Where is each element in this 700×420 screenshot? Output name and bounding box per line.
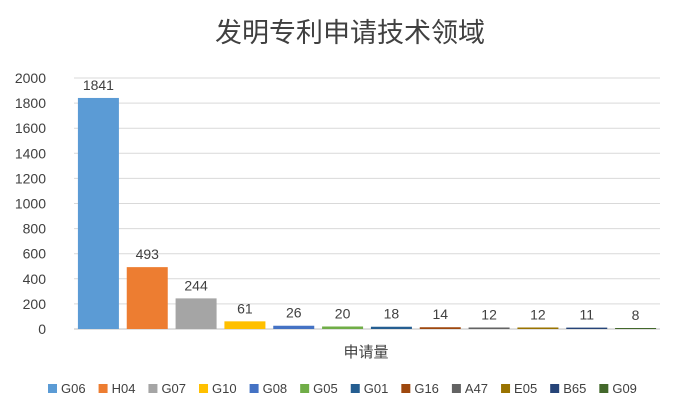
y-tick-label: 1600 — [15, 120, 46, 136]
legend-swatch-G07 — [148, 384, 158, 393]
data-label-G01: 18 — [384, 306, 400, 322]
x-axis-label: 申请量 — [343, 343, 388, 361]
gridlines — [74, 77, 660, 330]
y-tick-label: 200 — [23, 296, 47, 312]
data-label-G05: 20 — [335, 305, 351, 321]
y-tick-label: 1400 — [15, 145, 46, 161]
bar-G08 — [273, 325, 315, 329]
bar-B65 — [566, 327, 608, 329]
legend-label-G10: G10 — [212, 381, 237, 396]
bar-E05 — [517, 327, 559, 329]
data-label-G07: 244 — [184, 277, 208, 293]
legend-swatch-B65 — [550, 384, 560, 393]
y-tick-label: 2000 — [15, 70, 46, 86]
legend: G06 H04 G07 G10 G08 G05 G01 G16 A47 E05 B65 G09 — [48, 381, 637, 396]
bar-G10 — [224, 321, 266, 329]
y-tick-label: 0 — [38, 321, 46, 337]
data-label-A47: 12 — [481, 306, 497, 322]
bar-G05 — [322, 326, 364, 329]
data-label-H04: 493 — [136, 246, 160, 262]
data-labels: 1841 493 244 61 26 20 18 14 12 12 11 8 — [83, 77, 640, 323]
y-tick-label: 800 — [23, 221, 47, 237]
y-tick-label: 1800 — [15, 95, 46, 111]
bar-G09 — [615, 327, 657, 329]
legend-label-G06: G06 — [61, 381, 86, 396]
y-tick-label: 600 — [23, 246, 47, 262]
data-label-G06: 1841 — [83, 77, 114, 93]
data-label-G09: 8 — [632, 307, 640, 323]
legend-label-G08: G08 — [263, 381, 288, 396]
legend-swatch-G05 — [300, 384, 310, 393]
legend-swatch-G01 — [350, 384, 360, 393]
bar-A47 — [468, 327, 510, 329]
data-label-E05: 12 — [530, 306, 546, 322]
data-label-G10: 61 — [237, 300, 253, 316]
bar-G01 — [370, 326, 412, 329]
legend-label-G16: G16 — [414, 381, 439, 396]
bar-G06 — [77, 97, 119, 329]
legend-swatch-E05 — [501, 384, 511, 393]
legend-swatch-G09 — [599, 384, 609, 393]
y-axis-ticks: 0 200 400 600 800 1000 1200 1400 1600 1800 2000 — [15, 70, 46, 337]
legend-label-G07: G07 — [161, 381, 186, 396]
legend-swatch-G10 — [199, 384, 209, 393]
bars — [77, 97, 657, 329]
y-tick-label: 1200 — [15, 170, 46, 186]
legend-label-A47: A47 — [465, 381, 488, 396]
bar-H04 — [126, 267, 168, 329]
legend-label-E05: E05 — [514, 381, 537, 396]
legend-swatch-A47 — [451, 384, 461, 393]
chart-title: 发明专利申请技术领域 — [215, 18, 485, 49]
legend-label-G01: G01 — [364, 381, 389, 396]
legend-label-G05: G05 — [313, 381, 338, 396]
bar-G16 — [419, 327, 461, 329]
data-label-G08: 26 — [286, 305, 302, 321]
data-label-G16: 14 — [432, 306, 448, 322]
legend-label-G09: G09 — [612, 381, 637, 396]
legend-label-B65: B65 — [563, 381, 586, 396]
y-tick-label: 400 — [23, 271, 47, 287]
bar-G07 — [175, 298, 217, 329]
data-label-B65: 11 — [579, 307, 594, 323]
legend-swatch-G08 — [249, 384, 259, 393]
legend-swatch-G06 — [48, 384, 57, 393]
legend-swatch-H04 — [98, 384, 108, 393]
legend-swatch-G16 — [401, 384, 411, 393]
legend-label-H04: H04 — [112, 381, 136, 396]
y-tick-label: 1000 — [15, 196, 46, 212]
